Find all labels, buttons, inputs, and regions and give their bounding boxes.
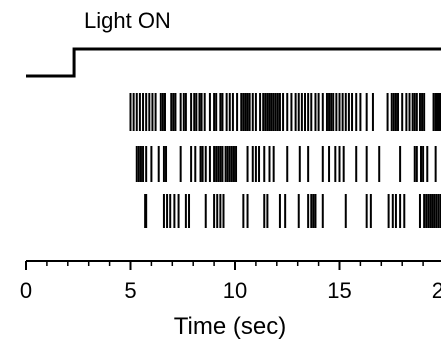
trial-row-3 [144, 194, 441, 228]
stimulus-trace [26, 47, 441, 78]
x-tick-label: 0 [20, 278, 32, 303]
trial-row-2 [135, 146, 437, 182]
x-axis-label: Time (sec) [174, 313, 286, 340]
x-axis: 0 5 10 15 20 [20, 260, 441, 303]
x-tick-label: 10 [223, 278, 247, 303]
stimulus-label: Light ON [84, 8, 171, 33]
x-tick-label: 15 [327, 278, 351, 303]
trial-row-1 [129, 93, 441, 131]
spike-trials [129, 93, 441, 228]
x-tick-label: 5 [124, 278, 136, 303]
x-tick-label: 20 [432, 278, 441, 303]
